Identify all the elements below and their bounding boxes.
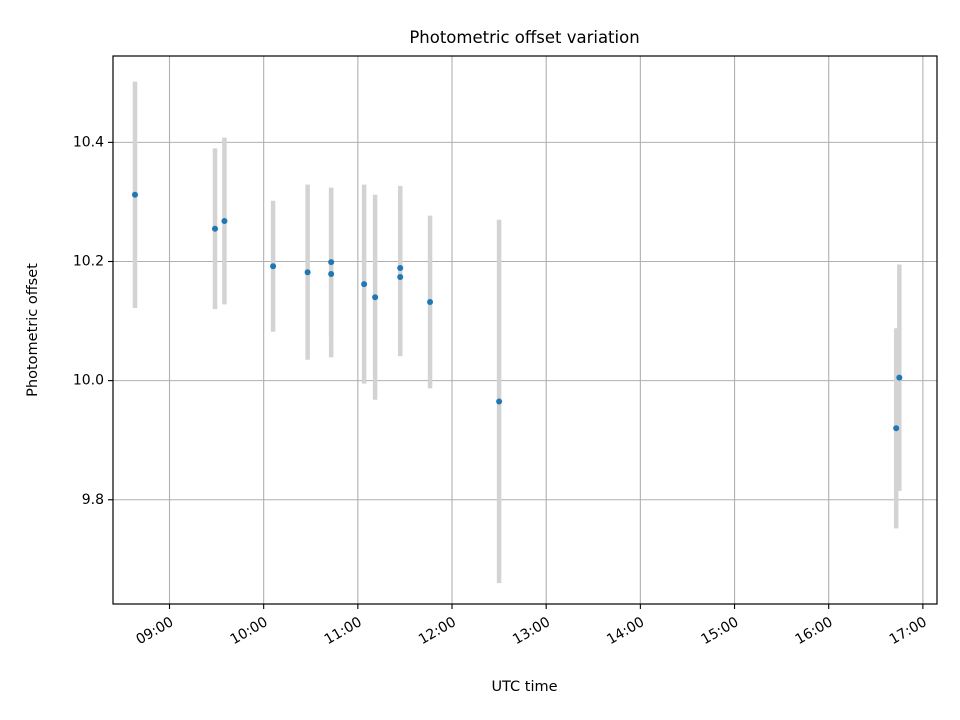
plot-frame bbox=[112, 55, 938, 605]
y-axis-label: Photometric offset bbox=[25, 263, 41, 397]
data-point bbox=[270, 263, 277, 270]
y-tick-label: 9.8 bbox=[82, 492, 104, 508]
y-tick-label: 10.0 bbox=[73, 373, 104, 389]
data-point bbox=[328, 271, 335, 278]
x-axis-label: UTC time bbox=[491, 679, 557, 695]
grid bbox=[113, 56, 937, 604]
data-point bbox=[893, 425, 900, 432]
data-point bbox=[397, 273, 404, 280]
data-point bbox=[221, 217, 228, 224]
data-point bbox=[361, 281, 368, 288]
data-point bbox=[896, 374, 903, 381]
y-tick-label: 10.4 bbox=[73, 134, 104, 150]
data-points bbox=[131, 191, 903, 432]
data-point bbox=[427, 299, 434, 306]
data-point bbox=[496, 398, 503, 405]
data-point bbox=[372, 294, 379, 301]
data-point bbox=[304, 269, 311, 276]
data-point bbox=[131, 191, 138, 198]
data-point bbox=[212, 225, 219, 232]
data-point bbox=[328, 259, 335, 266]
data-point bbox=[397, 265, 404, 272]
chart-title: Photometric offset variation bbox=[409, 28, 639, 47]
y-tick-label: 10.2 bbox=[73, 254, 104, 270]
